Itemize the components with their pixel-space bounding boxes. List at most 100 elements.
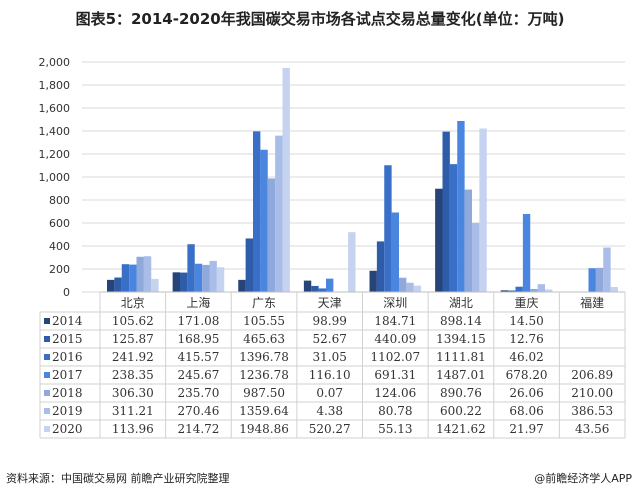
bar-2020-0 (151, 278, 159, 292)
data-label: 238.35 (112, 368, 154, 382)
source-note: 资料来源：中国碳交易网 前瞻产业研究院整理 (6, 472, 230, 485)
data-label: 1421.62 (436, 422, 486, 436)
data-label: 415.57 (177, 350, 219, 364)
data-label: 31.05 (313, 350, 347, 364)
bar-2019-1 (209, 260, 217, 292)
data-label: 890.76 (440, 386, 482, 400)
data-label: 306.30 (112, 386, 154, 400)
bar-2016-2 (253, 131, 261, 292)
legend-label: 2014 (52, 314, 83, 328)
bar-2018-6 (530, 289, 538, 292)
bar-2015-3 (311, 285, 319, 292)
data-label: 46.02 (509, 350, 543, 364)
category-label: 福建 (580, 295, 604, 310)
legend-swatch-2014 (44, 318, 50, 324)
data-label: 1236.78 (239, 368, 289, 382)
data-label: 105.62 (112, 314, 154, 328)
bar-2017-4 (391, 212, 399, 292)
data-label: 1394.15 (436, 332, 486, 346)
bar-2020-7 (610, 286, 618, 292)
bar-2014-4 (369, 270, 377, 292)
data-label: 168.95 (177, 332, 219, 346)
bar-2017-3 (326, 278, 334, 292)
data-label: 235.70 (177, 386, 219, 400)
data-label: 14.50 (509, 314, 543, 328)
data-label: 1359.64 (239, 404, 289, 418)
data-label: 210.00 (571, 386, 613, 400)
bar-2019-7 (603, 247, 611, 292)
bar-2015-4 (376, 241, 385, 292)
bar-2020-4 (413, 285, 422, 292)
bar-2020-2 (282, 67, 290, 292)
bar-2015-1 (180, 272, 188, 292)
y-tick-label: 1,400 (39, 125, 71, 138)
data-label: 520.27 (309, 422, 351, 436)
bar-2019-0 (143, 256, 152, 292)
data-label: 125.87 (112, 332, 154, 346)
data-label: 465.63 (243, 332, 285, 346)
data-label: 113.96 (112, 422, 154, 436)
bar-2017-6 (522, 214, 531, 292)
bar-2019-6 (537, 284, 545, 292)
bar-2020-3 (348, 232, 356, 292)
bar-2017-5 (457, 120, 465, 292)
bar-2014-6 (500, 290, 509, 292)
bar-2016-6 (515, 286, 523, 292)
legend-label: 2017 (52, 368, 83, 382)
bar-2017-2 (260, 149, 268, 292)
legend-swatch-2015 (44, 336, 50, 342)
bar-2015-0 (114, 277, 122, 292)
category-label: 上海 (186, 295, 210, 310)
bar-2014-0 (107, 279, 115, 292)
data-label: 386.53 (571, 404, 613, 418)
data-label: 245.67 (177, 368, 219, 382)
category-label: 广东 (252, 296, 276, 310)
legend-label: 2020 (52, 422, 83, 436)
legend-label: 2016 (52, 350, 83, 364)
legend-swatch-2019 (44, 408, 50, 414)
legend-swatch-2018 (44, 390, 50, 396)
bar-2017-1 (194, 263, 203, 292)
data-label: 214.72 (177, 422, 219, 436)
brand-label: @前瞻经济学人APP (534, 472, 632, 485)
data-label: 116.10 (309, 368, 351, 382)
chart-title: 图表5：2014-2020年我国碳交易市场各试点交易总量变化(单位：万吨) (75, 10, 565, 28)
data-label: 12.76 (509, 332, 543, 346)
bar-2018-0 (136, 256, 144, 292)
y-tick-label: 1,200 (39, 148, 71, 161)
data-label: 678.20 (506, 368, 548, 382)
data-label: 80.78 (378, 404, 412, 418)
legend-label: 2018 (52, 386, 83, 400)
y-tick-label: 1,000 (39, 171, 71, 184)
data-label: 691.31 (374, 368, 416, 382)
data-label: 206.89 (571, 368, 613, 382)
bar-2014-5 (435, 188, 443, 292)
data-label: 171.08 (177, 314, 219, 328)
bar-2018-4 (399, 277, 407, 292)
bar-2017-0 (129, 264, 137, 292)
y-tick-label: 800 (49, 194, 70, 207)
data-label: 600.22 (440, 404, 482, 418)
bar-2020-5 (479, 128, 487, 292)
category-label: 重庆 (515, 296, 539, 310)
legend-swatch-2016 (44, 354, 50, 360)
category-label: 湖北 (449, 295, 473, 310)
category-label: 北京 (121, 296, 145, 310)
y-tick-label: 1,600 (39, 102, 71, 115)
bar-2016-3 (318, 288, 326, 292)
bar-2014-3 (303, 280, 312, 292)
bar-2016-1 (187, 244, 195, 292)
bar-2015-6 (508, 290, 516, 292)
bar-2016-5 (449, 164, 458, 292)
data-label: 184.71 (374, 314, 416, 328)
bar-2016-4 (384, 165, 392, 292)
data-label: 311.21 (112, 404, 154, 418)
bar-2019-5 (472, 222, 480, 292)
y-tick-label: 200 (49, 263, 70, 276)
data-label: 1396.78 (239, 350, 289, 364)
data-label: 55.13 (378, 422, 412, 436)
data-label: 124.06 (374, 386, 416, 400)
y-tick-label: 1,800 (39, 79, 71, 92)
data-label: 440.09 (374, 332, 416, 346)
bar-2014-1 (172, 272, 180, 292)
